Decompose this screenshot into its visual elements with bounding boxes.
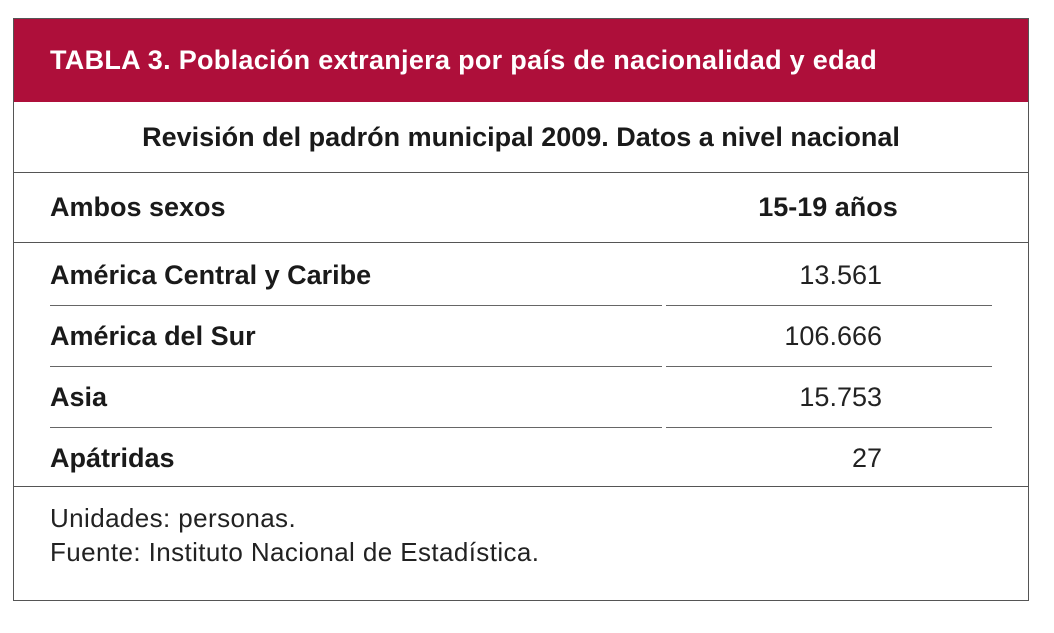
table-row: Apátridas 27 xyxy=(14,428,1028,489)
table-subtitle: Revisión del padrón municipal 2009. Dato… xyxy=(14,102,1028,173)
table-row: América Central y Caribe 13.561 xyxy=(14,245,1028,306)
data-table: TABLA 3. Población extranjera por país d… xyxy=(13,18,1029,601)
table-row: América del Sur 106.666 xyxy=(14,306,1028,367)
table-body-divider xyxy=(14,486,1028,487)
table-title-text: TABLA 3. Población extranjera por país d… xyxy=(50,45,877,75)
row-value: 15.753 xyxy=(799,382,882,412)
row-divider xyxy=(666,427,992,428)
table-subtitle-text: Revisión del padrón municipal 2009. Dato… xyxy=(142,121,900,152)
source-note: Fuente: Instituto Nacional de Estadístic… xyxy=(50,537,540,567)
row-label: Apátridas xyxy=(50,443,175,473)
row-label: Asia xyxy=(50,382,108,412)
row-value: 106.666 xyxy=(784,321,882,351)
row-divider xyxy=(50,427,662,428)
units-note: Unidades: personas. xyxy=(50,503,297,533)
row-divider xyxy=(666,366,992,367)
row-divider xyxy=(666,305,992,306)
table-title: TABLA 3. Población extranjera por país d… xyxy=(14,19,1028,102)
header-column-label: 15-19 años xyxy=(758,192,898,222)
row-value: 27 xyxy=(851,443,882,473)
table-notes: Unidades: personas. Fuente: Instituto Na… xyxy=(50,501,539,569)
table-row: Asia 15.753 xyxy=(14,367,1028,428)
row-value: 13.561 xyxy=(799,260,882,290)
header-row-label: Ambos sexos xyxy=(50,192,226,222)
row-divider xyxy=(50,366,662,367)
row-label: América del Sur xyxy=(50,321,256,351)
row-divider xyxy=(50,305,662,306)
row-label: América Central y Caribe xyxy=(50,260,372,290)
table-header-row: Ambos sexos 15-19 años xyxy=(14,173,1028,243)
